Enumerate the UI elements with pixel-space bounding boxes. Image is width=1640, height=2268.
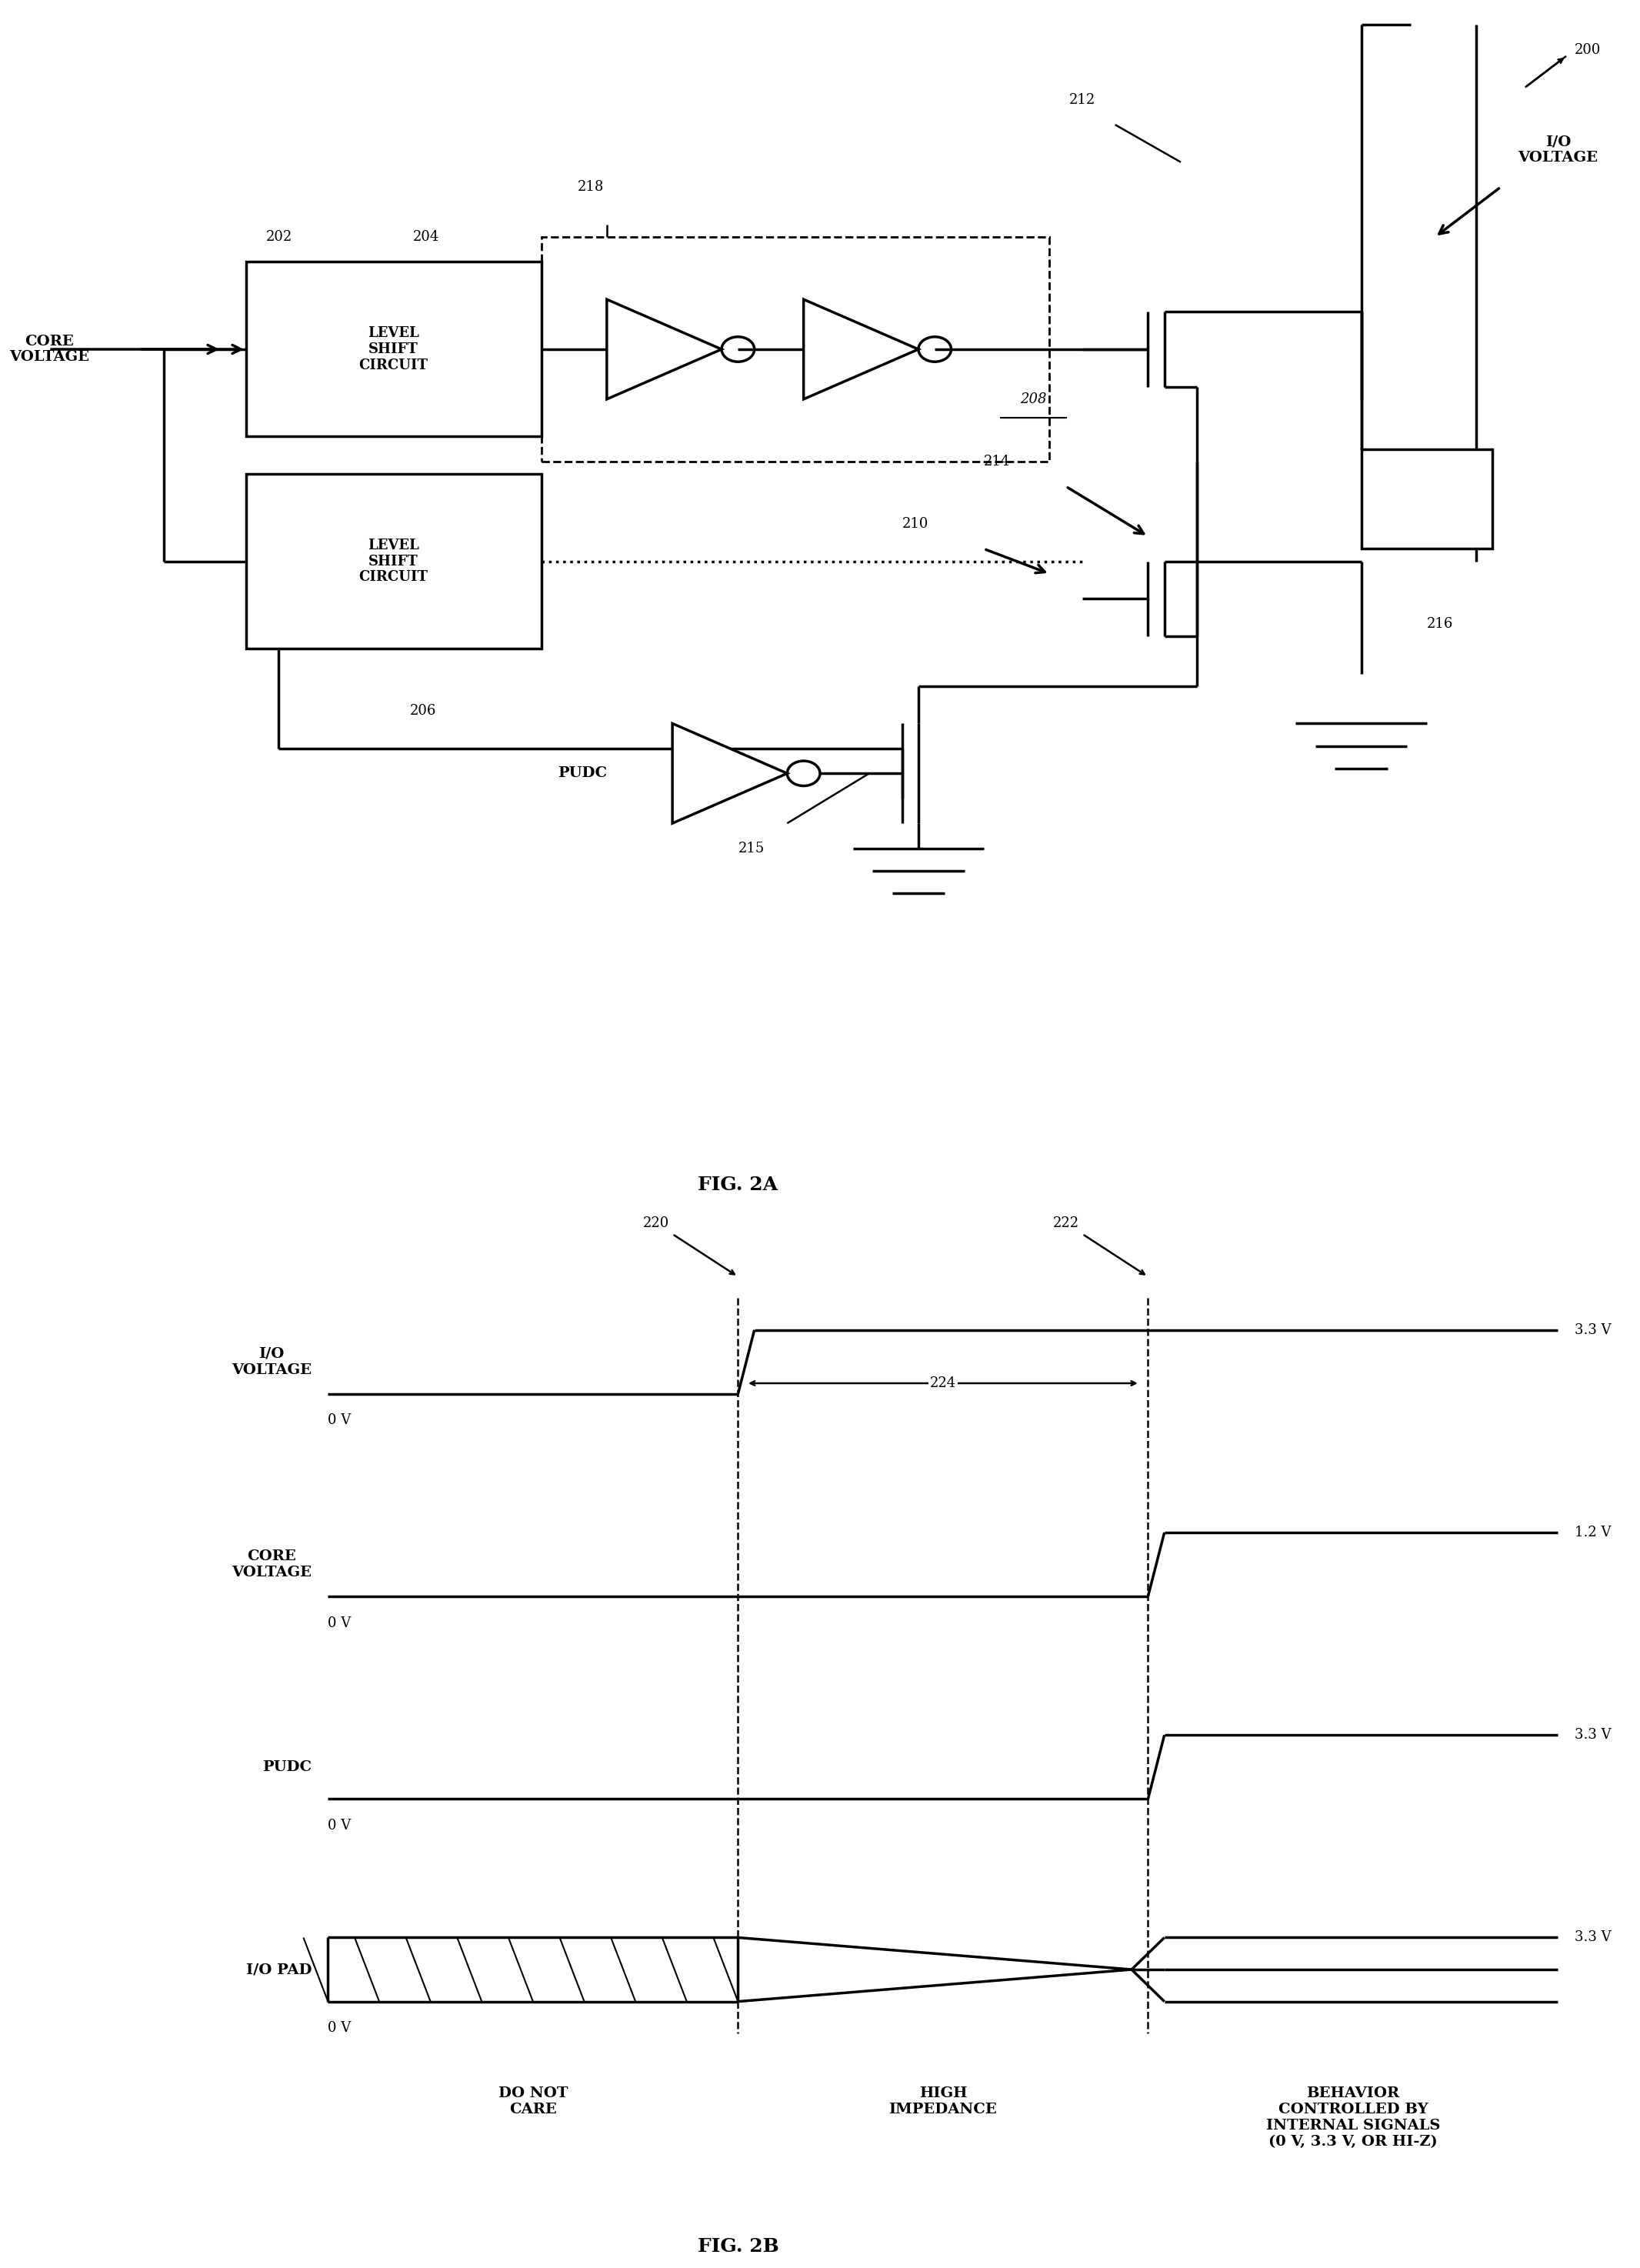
Bar [246, 261, 541, 435]
Text: I/O
VOLTAGE: I/O VOLTAGE [1519, 134, 1597, 166]
Text: 3.3 V: 3.3 V [1574, 1322, 1610, 1336]
Text: LEVEL
SHIFT
CIRCUIT: LEVEL SHIFT CIRCUIT [359, 538, 428, 585]
Text: CORE
VOLTAGE: CORE VOLTAGE [10, 333, 89, 365]
Text: 224: 224 [930, 1377, 956, 1390]
Text: CORE
VOLTAGE: CORE VOLTAGE [231, 1549, 312, 1579]
Text: FIG. 2A: FIG. 2A [699, 1175, 777, 1195]
Text: 220: 220 [643, 1216, 669, 1229]
Text: 218: 218 [577, 179, 604, 195]
Bar [246, 474, 541, 649]
Text: 0 V: 0 V [328, 1617, 351, 1631]
Text: 1.2 V: 1.2 V [1574, 1526, 1610, 1540]
Text: 0 V: 0 V [328, 1819, 351, 1833]
Text: 216: 216 [1427, 617, 1453, 631]
Text: 200: 200 [1574, 43, 1601, 57]
Text: 215: 215 [738, 841, 764, 855]
Text: 0 V: 0 V [328, 1413, 351, 1427]
Text: 204: 204 [413, 229, 440, 245]
Bar [1361, 449, 1492, 549]
Polygon shape [672, 723, 787, 823]
Polygon shape [804, 299, 918, 399]
Text: I/O
VOLTAGE: I/O VOLTAGE [231, 1347, 312, 1377]
Text: 208: 208 [1020, 392, 1046, 406]
Text: 3.3 V: 3.3 V [1574, 1728, 1610, 1742]
Text: 0 V: 0 V [328, 2021, 351, 2034]
Text: 222: 222 [1053, 1216, 1079, 1229]
Text: BEHAVIOR
CONTROLLED BY
INTERNAL SIGNALS
(0 V, 3.3 V, OR HI-Z): BEHAVIOR CONTROLLED BY INTERNAL SIGNALS … [1266, 2087, 1440, 2148]
Text: HIGH
IMPEDANCE: HIGH IMPEDANCE [889, 2087, 997, 2116]
Polygon shape [607, 299, 722, 399]
Text: LEVEL
SHIFT
CIRCUIT: LEVEL SHIFT CIRCUIT [359, 327, 428, 372]
Text: 210: 210 [902, 517, 928, 531]
Text: 3.3 V: 3.3 V [1574, 1930, 1610, 1944]
Text: PUDC: PUDC [558, 767, 607, 780]
Text: FIG. 2B: FIG. 2B [697, 2239, 779, 2257]
Text: 206: 206 [410, 703, 436, 719]
Text: 212: 212 [1069, 93, 1096, 107]
Text: DO NOT
CARE: DO NOT CARE [499, 2087, 567, 2116]
Text: 202: 202 [266, 229, 292, 245]
Bar [541, 238, 1050, 463]
Text: I/O PAD: I/O PAD [246, 1962, 312, 1975]
Text: PUDC: PUDC [262, 1760, 312, 1774]
Text: 214: 214 [984, 454, 1010, 469]
